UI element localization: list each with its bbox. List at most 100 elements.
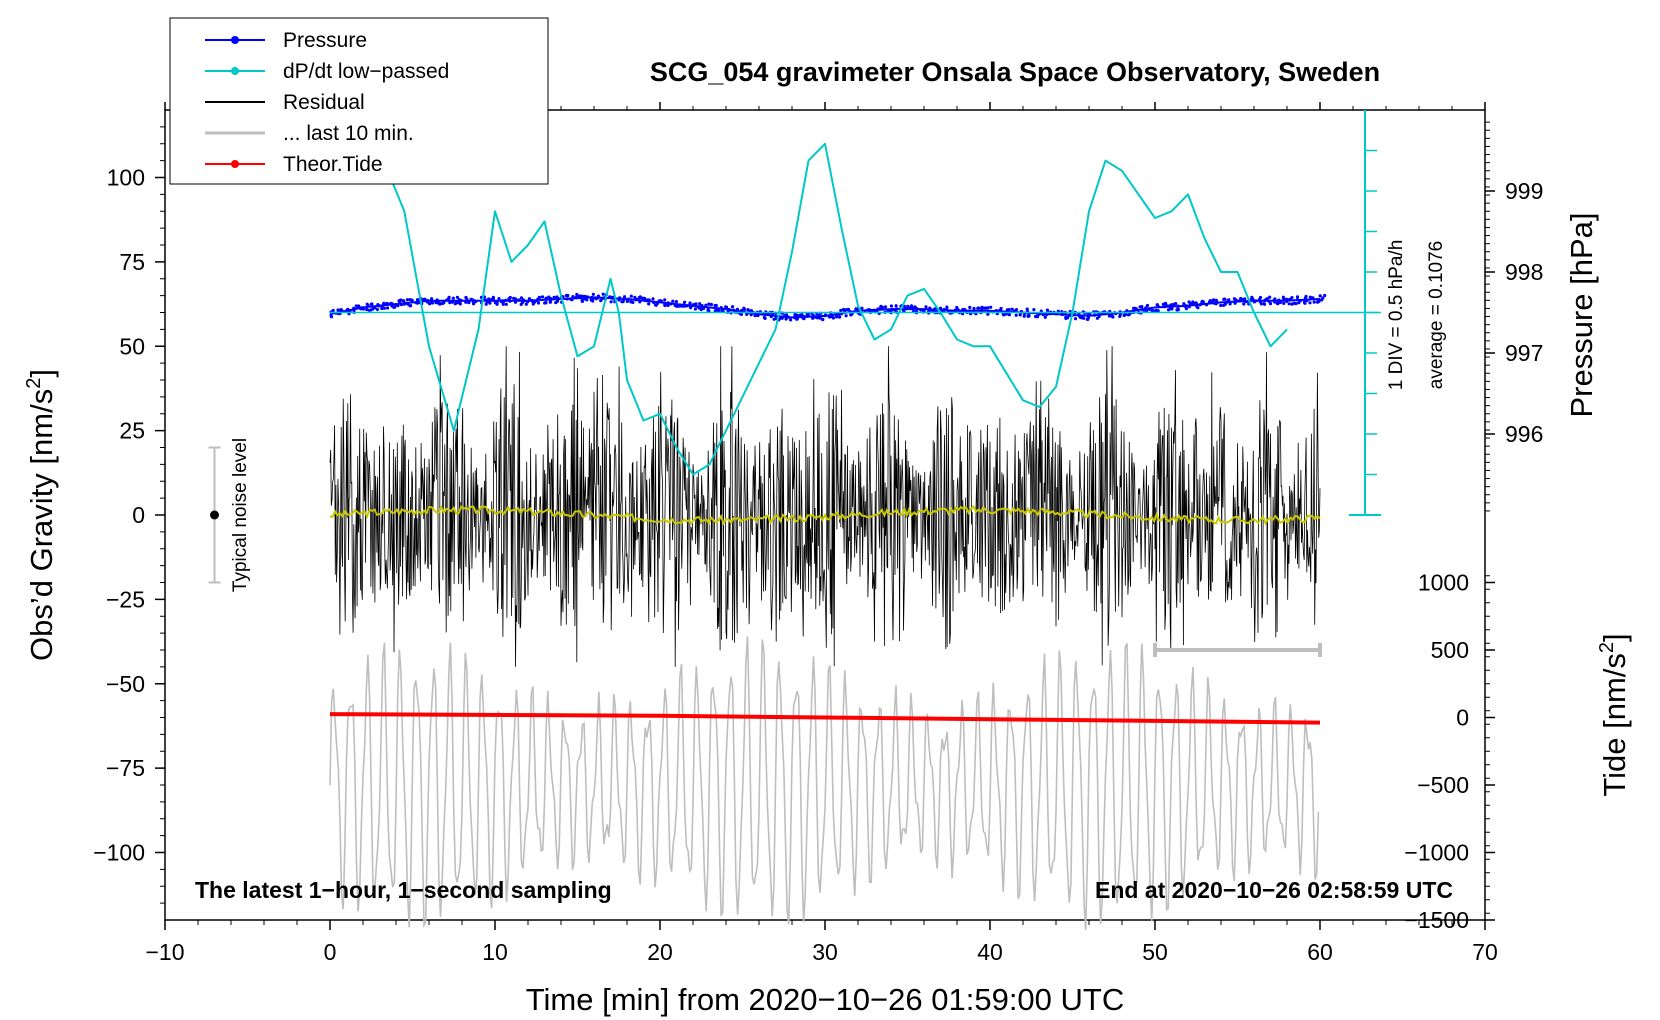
- legend-label: dP/dt low−passed: [283, 60, 449, 83]
- pressure-point: [906, 304, 910, 308]
- pressure-point: [1170, 307, 1174, 311]
- pressure-point: [524, 302, 528, 306]
- pressure-point: [693, 307, 698, 311]
- tide-axis-title: Tide [nm/s2]: [1596, 633, 1632, 796]
- pressure-point: [688, 301, 692, 305]
- pressure-point: [989, 305, 993, 309]
- pressure-point: [651, 297, 655, 301]
- pressure-tick-label: 999: [1505, 178, 1543, 204]
- pressure-point: [484, 302, 488, 306]
- pressure-point: [739, 312, 744, 316]
- pressure-point: [763, 316, 767, 320]
- pressure-point: [398, 300, 402, 304]
- y-tick-label: −100: [93, 840, 145, 866]
- pressure-point: [674, 300, 679, 304]
- legend-marker: [231, 67, 239, 75]
- pressure-point: [707, 309, 711, 313]
- tide-axis-title-sup: 2: [1596, 642, 1618, 653]
- x-tick-label: −10: [145, 939, 184, 965]
- footer-right: End at 2020−10−26 02:58:59 UTC: [1095, 877, 1453, 903]
- pressure-point: [495, 302, 499, 306]
- pressure-point: [382, 301, 386, 305]
- pressure-series: [329, 292, 1327, 322]
- pressure-point: [1242, 302, 1246, 306]
- theoretical-tide-series: [329, 712, 1321, 725]
- pressure-point: [554, 301, 558, 305]
- y-axis-title: Obs’d Gravity [nm/s2]: [23, 369, 59, 661]
- pressure-point: [1174, 302, 1178, 306]
- x-ticks: −10 0 10 20 30 40 50 60 70: [145, 102, 1498, 965]
- pressure-point: [1287, 302, 1291, 306]
- pressure-point: [1166, 308, 1171, 312]
- noise-level-label: Typical noise level: [230, 438, 251, 592]
- noise-level-bar: [208, 446, 221, 584]
- pressure-point: [393, 305, 397, 309]
- pressure-point: [357, 304, 361, 308]
- residual-smoothed-series: [329, 504, 1321, 526]
- pressure-point: [448, 301, 452, 305]
- tide-oscillation-line: [329, 636, 1320, 931]
- tide-tick-label: −1000: [1404, 840, 1469, 866]
- pressure-point: [375, 307, 379, 311]
- residual-series: [329, 346, 1321, 667]
- pressure-point: [591, 292, 596, 296]
- legend-label: ... last 10 min.: [283, 122, 414, 145]
- pressure-point: [504, 302, 508, 306]
- pressure-point: [601, 292, 605, 296]
- pressure-point: [842, 307, 846, 312]
- pressure-ticks: 999 998 997 996: [1485, 121, 1543, 512]
- x-tick-label: 0: [324, 939, 337, 965]
- pressure-point: [838, 315, 842, 319]
- x-tick-label: 50: [1142, 939, 1168, 965]
- pressure-point: [365, 307, 369, 312]
- pressure-point: [1318, 294, 1322, 298]
- tide-tick-label: 500: [1431, 637, 1469, 663]
- legend-marker: [231, 36, 239, 44]
- y-tick-label: 0: [132, 502, 145, 528]
- pressure-point: [1323, 293, 1327, 298]
- y-tick-label: −75: [106, 755, 145, 781]
- pressure-point: [451, 296, 455, 300]
- pressure-point: [860, 306, 864, 310]
- pressure-point: [1184, 307, 1188, 311]
- pressure-point: [795, 313, 799, 317]
- pressure-point: [1243, 297, 1247, 301]
- pressure-point: [1045, 308, 1049, 312]
- pressure-point: [491, 297, 495, 301]
- x-tick-label: 10: [482, 939, 508, 965]
- x-tick-label: 60: [1307, 939, 1333, 965]
- pressure-point: [707, 302, 711, 306]
- pressure-point: [1022, 314, 1026, 318]
- pressure-point: [709, 302, 714, 307]
- pressure-point: [844, 314, 848, 318]
- pressure-point: [1263, 302, 1267, 306]
- pressure-point: [986, 306, 990, 310]
- pressure-point: [879, 304, 883, 308]
- pressure-point: [501, 302, 505, 306]
- pressure-point: [883, 305, 888, 309]
- pressure-point: [438, 302, 442, 306]
- pressure-point: [1258, 295, 1263, 300]
- pressure-point: [1268, 302, 1273, 306]
- pressure-point: [1007, 308, 1011, 312]
- scale-div-label: 1 DIV = 0.5 hPa/h: [1386, 240, 1407, 391]
- x-tick-label: 70: [1472, 939, 1498, 965]
- pressure-point: [1110, 314, 1114, 318]
- pressure-line: [329, 296, 1321, 319]
- y-axis-title-sup: 2: [23, 378, 45, 389]
- tide-tick-label: −1500: [1404, 907, 1469, 933]
- pressure-point: [447, 295, 451, 299]
- legend-items: Pressure dP/dt low−passed Residual ... last…: [205, 29, 449, 176]
- pressure-point: [784, 317, 788, 321]
- pressure-point: [537, 296, 541, 300]
- legend-label: Residual: [283, 91, 365, 114]
- pressure-point: [694, 302, 698, 306]
- pressure-point: [401, 299, 406, 303]
- pressure-point: [1228, 302, 1232, 306]
- x-axis-title: Time [min] from 2020−10−26 01:59:00 UTC: [526, 982, 1125, 1017]
- pressure-point: [1182, 302, 1186, 306]
- pressure-point: [405, 298, 409, 302]
- pressure-point: [382, 306, 386, 310]
- pressure-point: [408, 304, 412, 308]
- pressure-point: [497, 297, 501, 301]
